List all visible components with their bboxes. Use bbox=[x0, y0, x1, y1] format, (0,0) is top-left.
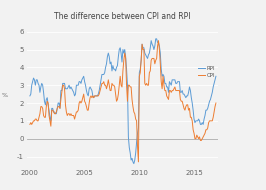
CPI bbox=[137, 161, 140, 163]
RPI bbox=[200, 123, 203, 126]
Legend: RPI, CPI: RPI, CPI bbox=[198, 66, 215, 78]
RPI bbox=[28, 95, 31, 97]
RPI bbox=[146, 57, 149, 60]
RPI bbox=[52, 111, 55, 113]
CPI bbox=[142, 48, 146, 51]
RPI bbox=[142, 47, 146, 49]
CPI bbox=[155, 57, 158, 60]
Line: CPI: CPI bbox=[30, 41, 216, 162]
CPI bbox=[52, 111, 55, 113]
CPI bbox=[146, 84, 149, 86]
Title: The difference between CPI and RPI: The difference between CPI and RPI bbox=[54, 12, 191, 21]
RPI bbox=[156, 41, 159, 44]
Line: RPI: RPI bbox=[30, 39, 216, 164]
RPI bbox=[132, 162, 135, 165]
Text: %: % bbox=[1, 93, 7, 97]
RPI bbox=[214, 75, 218, 77]
CPI bbox=[130, 98, 134, 101]
RPI bbox=[130, 157, 134, 159]
RPI bbox=[154, 38, 157, 40]
CPI bbox=[200, 139, 203, 142]
CPI bbox=[28, 123, 31, 126]
CPI bbox=[214, 102, 218, 104]
CPI bbox=[157, 40, 160, 42]
